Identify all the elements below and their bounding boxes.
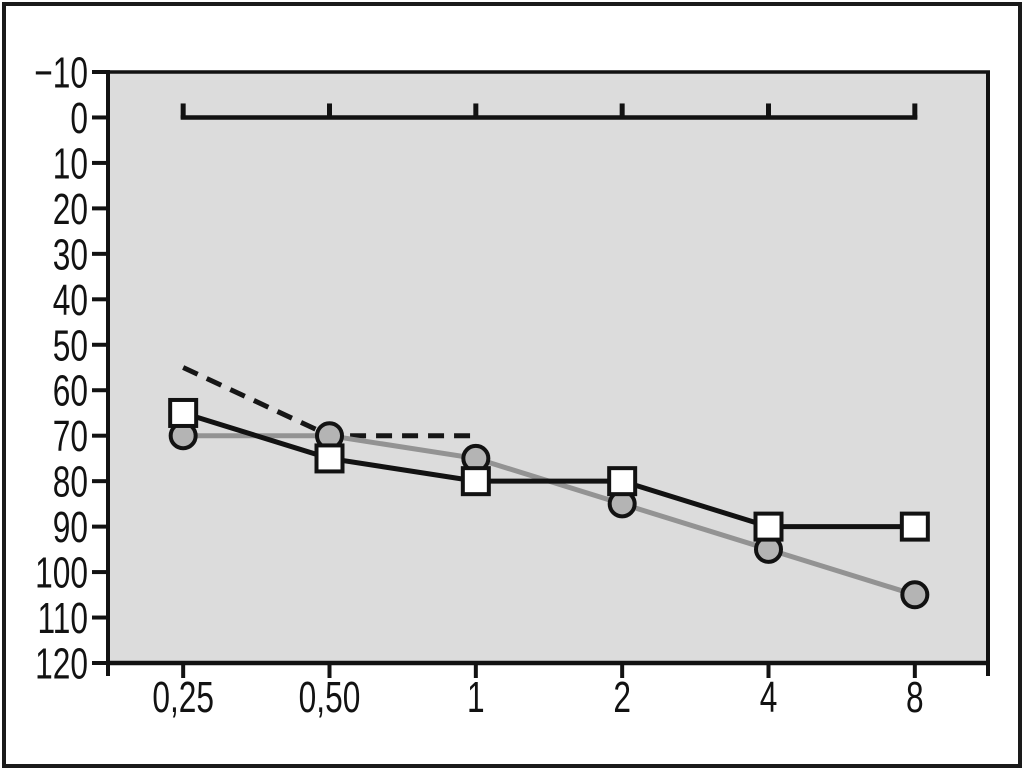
x-tick-label: 1: [467, 673, 485, 722]
y-tick-label: 20: [53, 185, 88, 234]
y-tick-label: 40: [53, 276, 88, 325]
y-tick-label: 60: [53, 367, 88, 416]
square-marker: [460, 466, 491, 497]
y-tick-label: 100: [35, 549, 88, 598]
square-marker: [753, 511, 784, 542]
y-tick-label: 110: [38, 594, 88, 643]
y-tick-label: −10: [34, 48, 88, 97]
y-tick-label: 90: [53, 503, 88, 552]
x-tick-label: 8: [906, 673, 924, 722]
x-tick-label: 0,25: [152, 673, 214, 722]
circle-marker: [900, 580, 930, 610]
y-tick-label: 80: [53, 458, 88, 507]
y-tick-label: 30: [53, 230, 88, 279]
x-tick-label: 0,50: [299, 673, 361, 722]
square-marker: [899, 511, 930, 542]
plot-area-background: [108, 72, 990, 663]
square-marker: [607, 466, 638, 497]
y-tick-label: 70: [53, 412, 88, 461]
x-tick-label: 2: [613, 673, 631, 722]
square-marker: [314, 443, 345, 474]
square-marker: [168, 397, 199, 428]
y-tick-label: 10: [53, 139, 88, 188]
y-tick-label: 50: [53, 321, 88, 370]
series-line-black-square-series: [182, 410, 915, 530]
y-tick-label: 0: [70, 94, 88, 143]
x-tick-label: 4: [760, 673, 778, 722]
y-tick-label: 120: [35, 639, 88, 688]
